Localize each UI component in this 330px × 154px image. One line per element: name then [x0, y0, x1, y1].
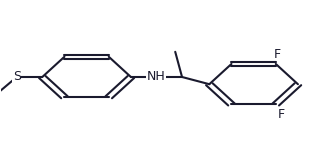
Text: NH: NH [147, 71, 166, 83]
Text: S: S [13, 71, 21, 83]
Text: F: F [274, 48, 281, 61]
Text: F: F [277, 108, 284, 121]
